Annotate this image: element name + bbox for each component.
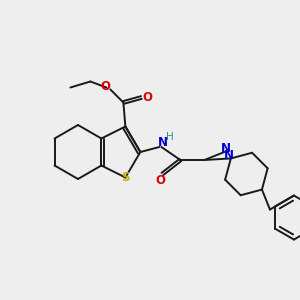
Text: O: O [155,173,165,187]
Text: S: S [121,171,130,184]
Text: H: H [166,132,173,142]
Text: O: O [100,80,110,93]
Text: O: O [142,91,152,104]
Text: N: N [220,142,230,155]
Text: N: N [224,149,234,162]
Text: N: N [158,136,167,148]
